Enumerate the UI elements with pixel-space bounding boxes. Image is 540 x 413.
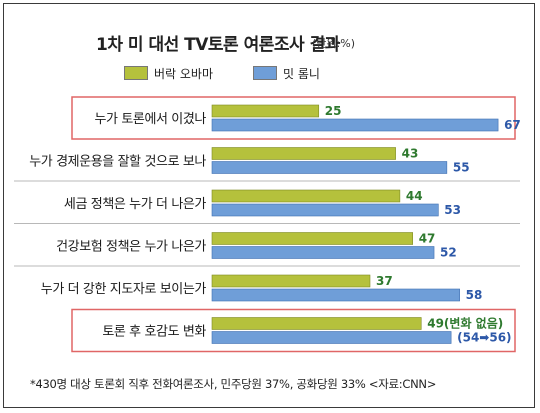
value-label-romney: 67 xyxy=(504,118,521,132)
bar-obama xyxy=(211,274,371,288)
legend-label-romney: 밋 롬니 xyxy=(283,67,320,81)
legend-label-obama: 버락 오바마 xyxy=(154,67,214,81)
highlight-box xyxy=(71,308,516,353)
bar-romney xyxy=(211,118,499,132)
value-label-obama: 47 xyxy=(419,232,436,246)
highlight-box xyxy=(71,96,516,140)
value-label-obama: 43 xyxy=(402,147,419,161)
bar-romney xyxy=(211,203,439,217)
value-label-romney: 55 xyxy=(453,161,470,175)
legend-swatch-obama xyxy=(124,66,148,80)
value-label-obama: 44 xyxy=(406,189,423,203)
bar-obama xyxy=(211,104,320,118)
value-label-romney: (54➡56) xyxy=(457,331,511,345)
value-label-romney: 52 xyxy=(440,246,457,260)
value-label-obama: 25 xyxy=(325,104,342,118)
chart-title: 1차 미 대선 TV토론 여론조사 결과 xyxy=(96,35,340,55)
value-label-obama: 37 xyxy=(376,274,393,288)
bar-romney xyxy=(211,331,452,344)
bar-obama xyxy=(211,147,396,160)
value-label-obama: 49(변화 없음) xyxy=(427,316,503,331)
bar-obama xyxy=(211,189,401,203)
category-label: 건강보험 정책은 누가 나은가 xyxy=(56,240,206,255)
category-label: 세금 정책은 누가 더 나은가 xyxy=(64,197,207,212)
bar-romney xyxy=(211,246,435,259)
bar-romney xyxy=(211,161,448,174)
bar-romney xyxy=(211,288,460,302)
category-label: 토론 후 호감도 변화 xyxy=(102,325,206,340)
legend-swatch-romney xyxy=(253,66,277,80)
chart-unit: (단위:%) xyxy=(312,37,355,50)
bar-obama xyxy=(211,232,413,245)
category-label: 누가 토론에서 이겼나 xyxy=(94,112,206,127)
bar-obama xyxy=(211,317,422,330)
footnote: *430명 대상 토론회 직후 전화여론조사, 민주당원 37%, 공화당원 3… xyxy=(30,377,437,391)
category-label: 누가 더 강한 지도자로 보이는가 xyxy=(41,282,207,297)
value-label-romney: 53 xyxy=(444,203,461,217)
category-label: 누가 경제운용을 잘할 것으로 보나 xyxy=(29,155,206,170)
value-label-romney: 58 xyxy=(466,288,483,302)
